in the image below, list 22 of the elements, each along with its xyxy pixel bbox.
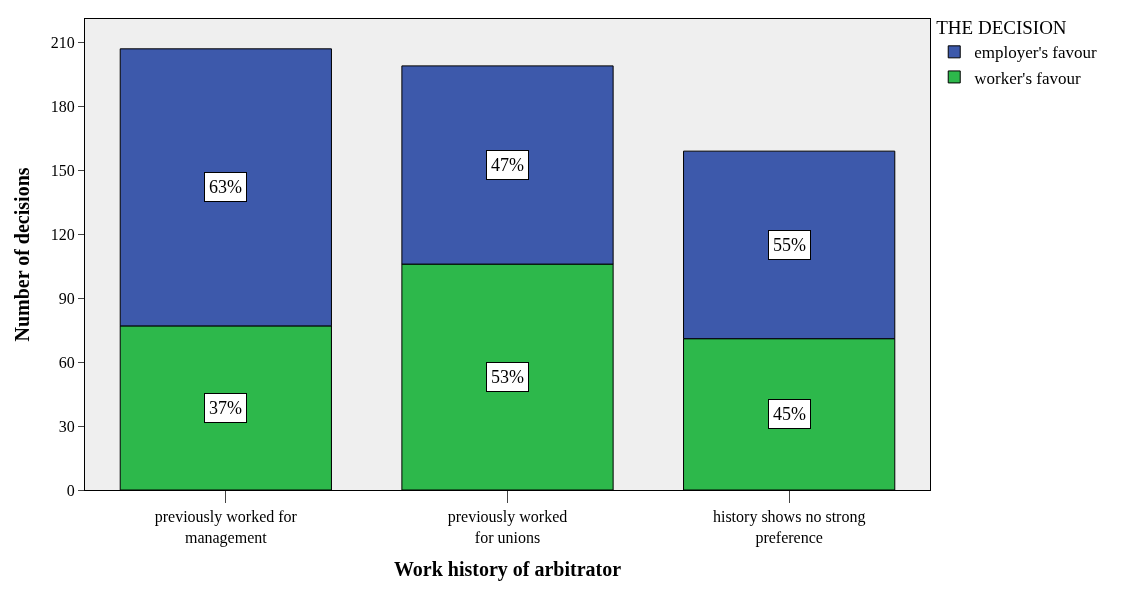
y-tick-label: 150	[50, 161, 75, 179]
x-tick-label: previously worked for management	[154, 508, 298, 547]
annotation: 37%	[209, 398, 242, 418]
legend-label: worker's favour	[974, 68, 1081, 88]
y-tick-label: 60	[58, 353, 75, 371]
annotation: 53%	[491, 367, 524, 387]
y-tick-label: 90	[58, 289, 75, 307]
y-axis-title: Number of decisions	[11, 167, 34, 342]
y-tick-label: 210	[50, 34, 75, 52]
annotation: 55%	[773, 235, 806, 255]
annotation: 63%	[209, 177, 242, 197]
annotation: 47%	[491, 155, 524, 175]
legend-label: employer's favour	[974, 43, 1098, 63]
y-tick-label: 30	[58, 417, 75, 435]
annotation: 45%	[773, 404, 806, 424]
x-axis-title: Work history of arbitrator	[393, 557, 622, 581]
x-tick-label: history shows no strong preference	[712, 508, 866, 547]
y-tick-label: 180	[50, 97, 75, 115]
y-tick-label: 120	[50, 225, 75, 243]
y-tick-label: 0	[66, 481, 75, 499]
legend-title: THE DECISION	[936, 17, 1067, 39]
x-tick-label: previously worked for unions	[447, 508, 568, 546]
